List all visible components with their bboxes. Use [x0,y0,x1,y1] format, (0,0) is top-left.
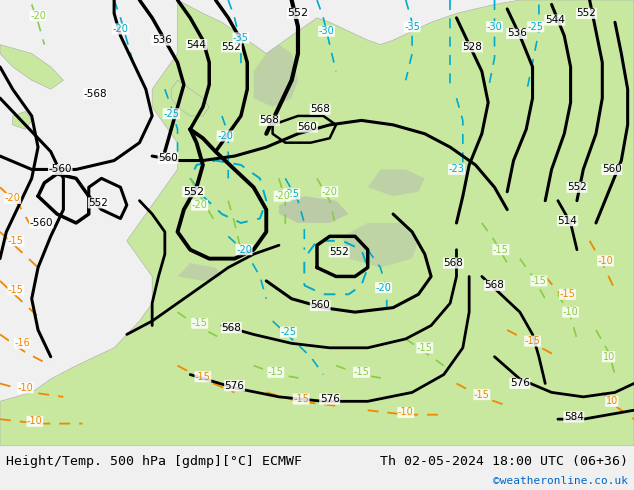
Text: -10: -10 [563,307,578,317]
Text: -30: -30 [319,26,334,36]
Text: 560: 560 [310,300,330,311]
Text: -15: -15 [8,285,24,295]
Polygon shape [279,196,349,223]
Text: -20: -20 [30,11,46,21]
Text: 544: 544 [545,15,565,25]
Text: -15: -15 [524,336,541,346]
Text: -10: -10 [598,256,613,266]
Text: 568: 568 [484,280,505,291]
Text: 568: 568 [443,258,463,268]
Text: -20: -20 [236,245,252,255]
Text: 536: 536 [152,35,172,45]
Polygon shape [342,223,418,268]
Text: 560: 560 [602,165,622,174]
Text: 576: 576 [510,378,530,389]
Text: 552: 552 [88,198,108,208]
Text: -35: -35 [233,33,249,43]
Polygon shape [178,263,222,281]
Text: 552: 552 [287,8,309,19]
Text: -20: -20 [217,131,233,141]
Polygon shape [0,0,634,446]
Text: -25: -25 [527,22,544,32]
Text: -15: -15 [293,394,309,404]
Text: -20: -20 [4,194,21,203]
Text: -20: -20 [112,24,129,34]
Text: 552: 552 [329,247,349,257]
Polygon shape [0,45,63,89]
Text: -23: -23 [448,165,465,174]
Polygon shape [171,80,209,116]
Text: -10: -10 [27,416,42,426]
Text: 568: 568 [310,104,330,114]
Text: -15: -15 [195,372,211,382]
Polygon shape [13,112,32,129]
Text: -16: -16 [15,338,30,348]
Text: 528: 528 [462,42,482,52]
Text: Height/Temp. 500 hPa [gdmp][°C] ECMWF: Height/Temp. 500 hPa [gdmp][°C] ECMWF [6,455,302,468]
Text: 568: 568 [221,323,242,333]
Text: 568: 568 [259,115,280,125]
Polygon shape [254,45,298,107]
Text: 514: 514 [557,216,578,226]
Text: -20: -20 [375,283,392,293]
Polygon shape [368,170,425,196]
Text: 576: 576 [224,381,245,391]
Text: -15: -15 [353,368,370,377]
Text: -10: -10 [18,383,33,393]
Text: -15: -15 [268,368,284,377]
Text: -15: -15 [8,236,24,246]
Text: -25: -25 [163,109,179,119]
Text: ©weatheronline.co.uk: ©weatheronline.co.uk [493,476,628,487]
Text: -15: -15 [559,289,576,299]
Text: 552: 552 [567,182,587,192]
Text: 552: 552 [183,187,204,197]
Text: -25: -25 [283,189,300,199]
Text: 560: 560 [158,153,178,163]
Text: -25: -25 [280,327,297,337]
Text: -15: -15 [474,390,490,400]
Text: -20: -20 [321,187,338,197]
Text: -15: -15 [417,343,433,353]
Text: -30: -30 [487,22,502,32]
Text: -560: -560 [48,165,72,174]
Text: 584: 584 [564,412,584,422]
Text: 560: 560 [297,122,318,132]
Text: 10: 10 [605,396,618,406]
Text: 552: 552 [576,8,597,19]
Text: -15: -15 [191,318,208,328]
Text: -15: -15 [531,276,547,286]
Text: -15: -15 [493,245,509,255]
Text: Th 02-05-2024 18:00 UTC (06+36): Th 02-05-2024 18:00 UTC (06+36) [380,455,628,468]
Text: 544: 544 [186,40,207,49]
Text: -560: -560 [29,218,53,228]
Text: -20: -20 [274,191,290,201]
Text: -35: -35 [404,22,420,32]
Text: -10: -10 [398,408,413,417]
Text: 10: 10 [602,352,615,362]
Text: 552: 552 [221,42,242,52]
Text: -568: -568 [83,89,107,98]
Text: 536: 536 [507,28,527,38]
Text: -20: -20 [191,200,208,210]
Text: 576: 576 [320,394,340,404]
